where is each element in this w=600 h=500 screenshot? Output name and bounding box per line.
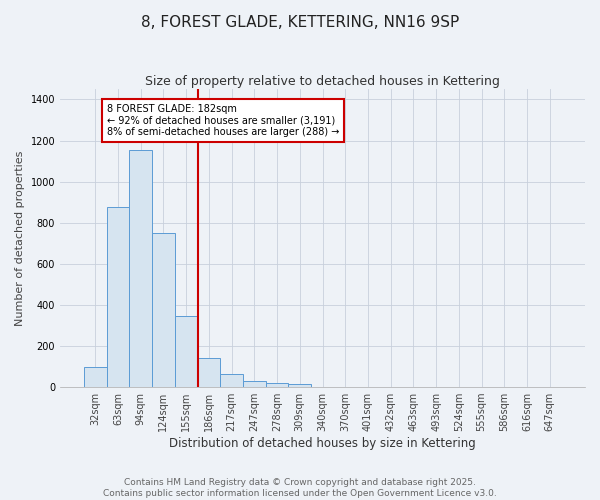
Bar [197,358,220,387]
Bar [84,366,107,387]
Text: 8, FOREST GLADE, KETTERING, NN16 9SP: 8, FOREST GLADE, KETTERING, NN16 9SP [141,15,459,30]
Bar [152,233,175,387]
Bar [289,384,311,387]
Text: Contains HM Land Registry data © Crown copyright and database right 2025.
Contai: Contains HM Land Registry data © Crown c… [103,478,497,498]
Title: Size of property relative to detached houses in Kettering: Size of property relative to detached ho… [145,75,500,88]
Bar [266,383,289,387]
Bar [107,208,130,387]
Bar [243,381,266,387]
X-axis label: Distribution of detached houses by size in Kettering: Distribution of detached houses by size … [169,437,476,450]
Bar [220,374,243,387]
Text: 8 FOREST GLADE: 182sqm
← 92% of detached houses are smaller (3,191)
8% of semi-d: 8 FOREST GLADE: 182sqm ← 92% of detached… [107,104,339,136]
Y-axis label: Number of detached properties: Number of detached properties [15,150,25,326]
Bar [130,150,152,387]
Bar [175,316,197,387]
